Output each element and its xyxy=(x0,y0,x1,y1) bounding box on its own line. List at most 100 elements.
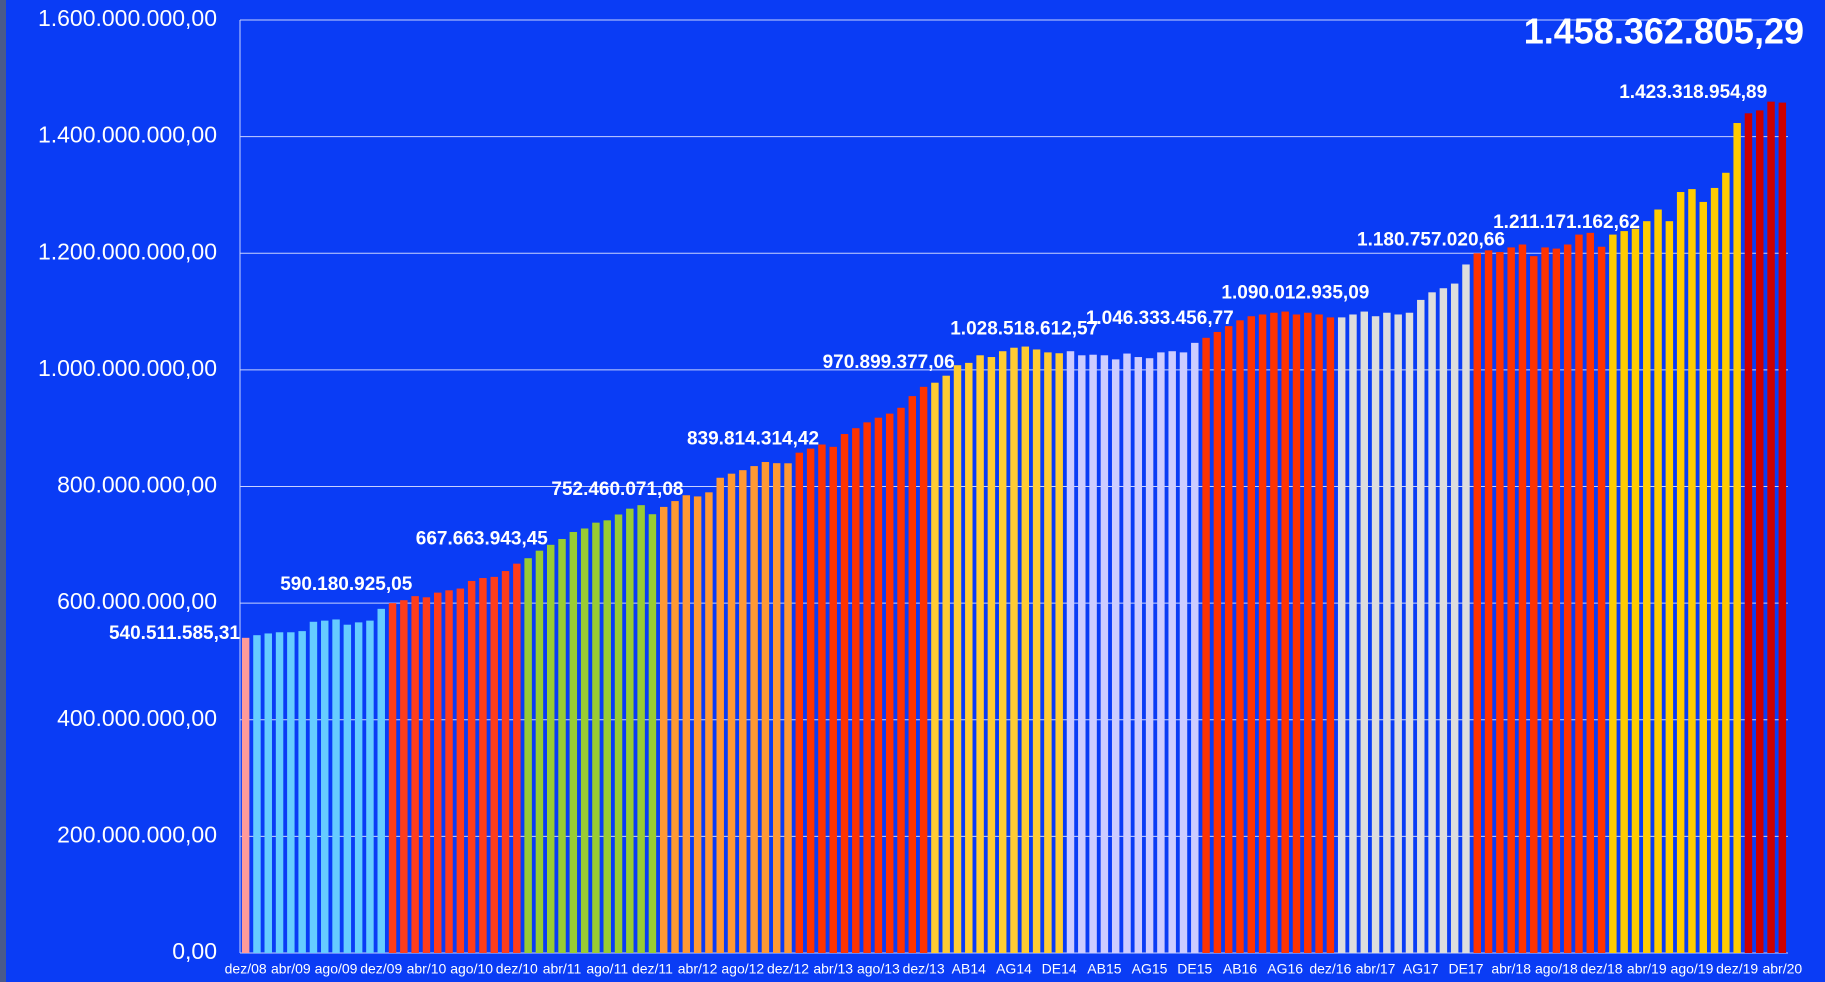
x-tick-label: abr/18 xyxy=(1491,961,1531,977)
bar xyxy=(354,622,363,953)
bar xyxy=(1665,221,1674,954)
x-tick-label: dez/19 xyxy=(1716,961,1758,977)
bar xyxy=(671,501,679,953)
bar xyxy=(897,407,905,953)
value-label: 1.090.012.935,09 xyxy=(1221,282,1369,303)
bar xyxy=(366,620,374,953)
bar xyxy=(1055,353,1063,953)
x-tick-label: dez/16 xyxy=(1309,961,1351,977)
bar xyxy=(942,375,950,953)
bar xyxy=(1767,101,1775,953)
bar xyxy=(1744,113,1753,954)
x-tick-label: AB16 xyxy=(1223,961,1257,977)
bar xyxy=(953,365,962,954)
x-tick-label: ago/13 xyxy=(857,961,900,977)
bar xyxy=(1609,234,1617,954)
bar xyxy=(784,463,792,953)
bar xyxy=(434,592,442,953)
bar xyxy=(524,558,532,953)
bar xyxy=(547,544,555,953)
bar xyxy=(298,631,306,953)
bar xyxy=(309,621,318,953)
bar xyxy=(1349,314,1357,953)
x-tick-label: ago/19 xyxy=(1671,961,1714,977)
value-label: 540.511.585,31 xyxy=(109,623,240,644)
bar xyxy=(400,600,408,953)
x-tick-label: abr/09 xyxy=(271,961,311,977)
bar xyxy=(818,444,826,953)
bar xyxy=(1676,192,1685,954)
value-label: 752.460.071,08 xyxy=(551,479,683,500)
bar xyxy=(1383,312,1391,953)
x-tick-label: ago/09 xyxy=(315,961,358,977)
x-tick-label: DE14 xyxy=(1042,961,1077,977)
bar xyxy=(1304,312,1312,953)
value-label: 1.180.757.020,66 xyxy=(1357,229,1505,250)
bar xyxy=(1032,349,1041,953)
bar xyxy=(987,357,996,953)
value-label: 839.814.314,42 xyxy=(687,428,819,449)
bar xyxy=(965,362,973,953)
bar xyxy=(1247,316,1256,953)
bar xyxy=(241,637,250,953)
x-tick-label: dez/11 xyxy=(632,961,673,977)
bar xyxy=(1270,312,1278,953)
x-tick-label: ago/11 xyxy=(586,961,628,977)
x-tick-label: dez/18 xyxy=(1581,961,1623,977)
x-tick-label: abr/17 xyxy=(1356,961,1396,977)
bar xyxy=(287,632,295,953)
y-tick-label: 1.200.000.000,00 xyxy=(38,238,217,264)
bar xyxy=(693,496,702,953)
bar xyxy=(863,422,871,953)
bar xyxy=(705,492,713,953)
bar xyxy=(1213,331,1222,953)
x-tick-label: abr/13 xyxy=(813,961,853,977)
bar xyxy=(535,550,544,953)
bar xyxy=(1157,352,1165,954)
bar xyxy=(501,571,510,953)
bar xyxy=(1450,283,1459,953)
bar xyxy=(1066,351,1075,954)
y-tick-label: 1.000.000.000,00 xyxy=(38,355,217,381)
bar xyxy=(603,520,611,953)
x-tick-label: AG15 xyxy=(1132,961,1168,977)
bar xyxy=(1631,228,1640,954)
bar xyxy=(422,597,431,953)
bar xyxy=(998,351,1007,954)
bar xyxy=(1496,252,1504,954)
bar xyxy=(1756,110,1764,953)
bar xyxy=(1326,317,1335,953)
x-tick-label: dez/12 xyxy=(767,961,809,977)
bar xyxy=(1417,299,1425,953)
y-tick-label: 800.000.000,00 xyxy=(57,472,217,498)
bar xyxy=(569,531,578,953)
bar xyxy=(332,619,340,953)
bar xyxy=(411,596,419,953)
bar xyxy=(592,522,600,953)
x-tick-label: abr/12 xyxy=(678,961,718,977)
x-tick-label: abr/19 xyxy=(1627,961,1667,977)
bar xyxy=(795,452,804,953)
bar xyxy=(1202,337,1210,954)
bar xyxy=(648,514,657,953)
bar xyxy=(1507,247,1515,953)
bar xyxy=(682,495,691,953)
bar xyxy=(852,428,860,953)
bar xyxy=(976,355,984,953)
bar xyxy=(840,434,849,953)
bar xyxy=(1044,352,1052,954)
bar xyxy=(1134,357,1143,953)
x-tick-label: ago/10 xyxy=(450,961,493,977)
bar xyxy=(716,477,724,953)
bar xyxy=(1563,244,1572,954)
bar xyxy=(727,473,736,953)
value-label: 1.046.333.456,77 xyxy=(1086,308,1234,329)
bar xyxy=(1575,234,1583,954)
bar xyxy=(1236,320,1244,953)
x-tick-label: abr/11 xyxy=(543,961,582,977)
bar xyxy=(1484,250,1493,954)
bar xyxy=(1168,351,1176,954)
value-label: 667.663.943,45 xyxy=(416,529,549,550)
bar xyxy=(1710,187,1719,953)
y-tick-label: 0,00 xyxy=(172,938,217,964)
